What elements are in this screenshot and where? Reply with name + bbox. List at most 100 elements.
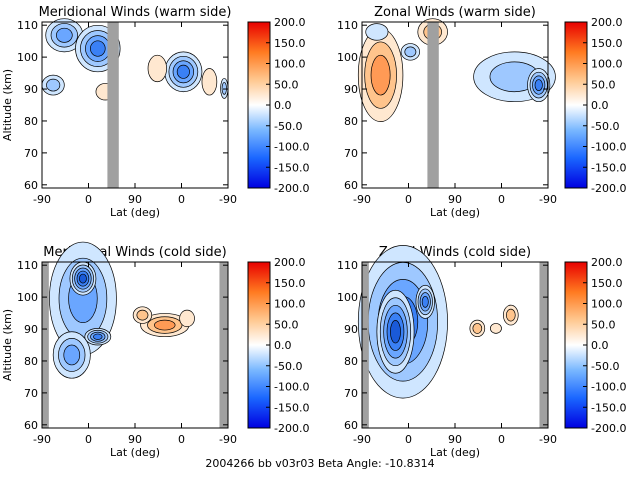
no-data-band: [107, 22, 119, 188]
x-tick-label: -90: [539, 193, 557, 206]
contour-level: [421, 295, 429, 308]
colorbar-tick-label: 200.0: [591, 256, 623, 269]
colorbar-tick-label: -50.0: [591, 120, 619, 133]
y-tick-label: 80: [344, 355, 358, 368]
x-tick-label: 0: [85, 433, 92, 446]
x-tick-label: -90: [353, 433, 371, 446]
x-tick-label: -90: [219, 433, 237, 446]
contour-level: [472, 323, 483, 334]
y-axis-label: Altitude (km): [1, 309, 14, 381]
x-tick-label: -90: [33, 433, 51, 446]
y-tick-label: 110: [337, 259, 358, 272]
y-tick-label: 90: [24, 323, 38, 336]
colorbar-tick-label: -50.0: [591, 360, 619, 373]
chart-title: Meridional Winds (warm side): [39, 5, 232, 20]
y-tick-label: 80: [24, 355, 38, 368]
colorbar-tick-label: 100.0: [591, 298, 623, 311]
y-tick-label: 70: [24, 147, 38, 160]
colorbar-tick-label: -200.0: [591, 182, 626, 195]
y-tick-label: 70: [344, 147, 358, 160]
x-tick-label: 0: [405, 433, 412, 446]
colorbar-tick-label: -200.0: [591, 422, 626, 435]
colorbar-tick-label: 0.0: [274, 339, 292, 352]
x-tick-label: 0: [178, 433, 185, 446]
contour-level: [154, 319, 176, 331]
contour-level: [390, 320, 401, 344]
x-tick-label: 0: [498, 433, 505, 446]
colorbar-tick-label: 150.0: [591, 37, 623, 50]
x-tick-label: 0: [85, 193, 92, 206]
colorbar-tick-label: -100.0: [591, 141, 626, 154]
chart-title: Zonal Winds (warm side): [374, 5, 536, 20]
colorbar-tick-label: -100.0: [274, 381, 309, 394]
colorbar-tick-label: 0.0: [591, 99, 609, 112]
chart-panel: Zonal Winds (warm side) 60 70 80 90 100 110 -90…: [337, 5, 626, 219]
y-tick-label: 90: [344, 83, 358, 96]
y-tick-label: 70: [24, 387, 38, 400]
y-tick-label: 80: [24, 115, 38, 128]
colorbar-tick-label: 200.0: [591, 16, 623, 29]
contour-level: [489, 323, 502, 334]
y-tick-label: 100: [337, 291, 358, 304]
no-data-band: [42, 262, 49, 428]
contour-level: [93, 333, 103, 340]
y-axis-label: Altitude (km): [1, 69, 14, 141]
colorbar-tick-label: -150.0: [591, 401, 626, 414]
colorbar-tick-label: -150.0: [591, 161, 626, 174]
contour-level: [370, 54, 391, 96]
contour-level: [505, 308, 516, 322]
y-tick-label: 60: [24, 419, 38, 432]
colorbar-tick-label: 100.0: [274, 58, 306, 71]
contour-field: [49, 241, 195, 379]
x-tick-label: 0: [498, 193, 505, 206]
contour-level: [147, 54, 167, 83]
colorbar-tick-label: 200.0: [274, 256, 306, 269]
contour-level: [90, 40, 106, 57]
contour-level: [63, 344, 81, 366]
colorbar-tick-label: 100.0: [274, 298, 306, 311]
contour-level: [201, 68, 218, 96]
x-tick-label: 90: [128, 433, 142, 446]
x-axis-label: Lat (deg): [110, 446, 160, 459]
contour-level: [404, 46, 417, 58]
contour-level: [46, 78, 61, 92]
contour-field: [357, 245, 519, 399]
colorbar-tick-label: -100.0: [274, 141, 309, 154]
no-data-band: [539, 262, 548, 428]
colorbar-tick-label: -50.0: [274, 360, 302, 373]
no-data-band: [362, 262, 369, 428]
colorbar-tick-label: 150.0: [591, 277, 623, 290]
contour-level: [176, 64, 190, 79]
colorbar-tick-label: 100.0: [591, 58, 623, 71]
y-tick-label: 110: [17, 19, 38, 32]
colorbar-tick-label: -200.0: [274, 182, 309, 195]
footer-text: 2004266 bb v03r03 Beta Angle: -10.8314: [205, 457, 435, 470]
contour-level: [534, 79, 543, 91]
colorbar-tick-label: -150.0: [274, 161, 309, 174]
colorbar-tick-label: -50.0: [274, 120, 302, 133]
x-tick-label: -90: [219, 193, 237, 206]
colorbar-tick-label: 50.0: [591, 78, 616, 91]
contour-level: [79, 273, 87, 284]
y-tick-label: 60: [24, 179, 38, 192]
x-tick-label: 0: [405, 193, 412, 206]
y-tick-label: 100: [17, 291, 38, 304]
contour-level: [136, 309, 149, 321]
x-tick-label: -90: [353, 193, 371, 206]
x-axis-label: Lat (deg): [430, 446, 480, 459]
y-tick-label: 90: [24, 83, 38, 96]
colorbar-tick-label: 200.0: [274, 16, 306, 29]
colorbar-tick-label: 50.0: [591, 318, 616, 331]
y-tick-label: 80: [344, 115, 358, 128]
contour-level: [365, 23, 389, 41]
colorbar-tick-label: 50.0: [274, 78, 299, 91]
colorbar-tick-label: 50.0: [274, 318, 299, 331]
chart-panel: Zonal Winds (cold side)60708090100110-90…: [337, 245, 626, 459]
colorbar-tick-label: 150.0: [274, 277, 306, 290]
x-axis-label: Lat (deg): [110, 206, 160, 219]
y-tick-label: 60: [344, 419, 358, 432]
y-tick-label: 60: [344, 179, 358, 192]
colorbar-tick-label: -200.0: [274, 422, 309, 435]
x-tick-label: 90: [448, 433, 462, 446]
x-tick-label: -90: [539, 433, 557, 446]
